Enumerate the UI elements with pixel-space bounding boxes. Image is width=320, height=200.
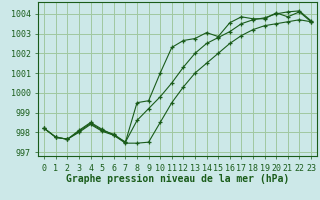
X-axis label: Graphe pression niveau de la mer (hPa): Graphe pression niveau de la mer (hPa) [66,174,289,184]
